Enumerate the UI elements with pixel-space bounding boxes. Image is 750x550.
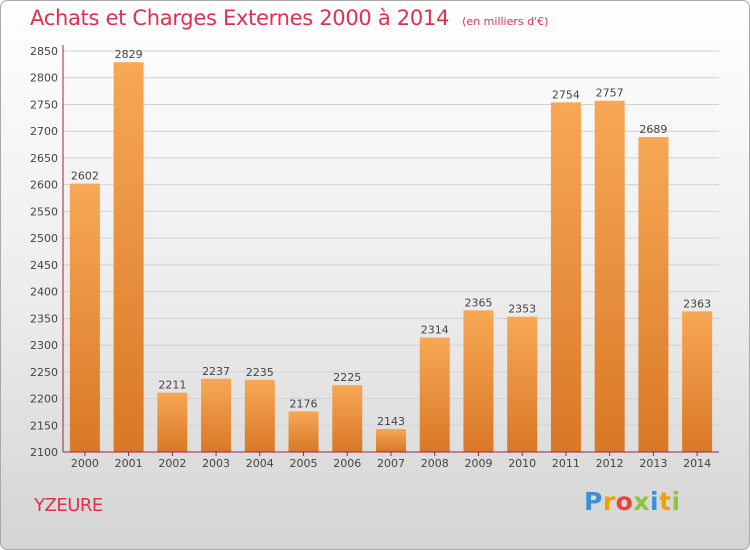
bar-2007	[376, 429, 406, 452]
y-tick-label: 2250	[30, 366, 58, 379]
city-label: YZEURE	[34, 495, 103, 516]
data-label: 2365	[464, 296, 492, 309]
logo-letter: t	[659, 487, 672, 516]
y-tick-label: 2300	[30, 339, 58, 352]
data-label: 2757	[596, 87, 624, 100]
x-tick-label: 2012	[596, 457, 624, 470]
y-tick-label: 2400	[30, 286, 58, 299]
data-label: 2211	[158, 379, 186, 392]
x-tick-label: 2008	[421, 457, 449, 470]
y-tick-label: 2700	[30, 125, 58, 138]
y-tick-label: 2150	[30, 419, 58, 432]
bar-2012	[594, 100, 625, 452]
labels: 2100 2150 2200 2250 2300 2350 2400 2450 2500 2550…	[30, 45, 711, 470]
data-label: 2353	[508, 303, 536, 316]
y-tick-label: 2600	[30, 179, 58, 192]
y-tick-label: 2500	[30, 232, 58, 245]
bar-2010	[507, 316, 538, 452]
bar-2005	[288, 411, 319, 452]
data-label: 2602	[71, 170, 99, 183]
y-tick-label: 2650	[30, 152, 58, 165]
logo-letter: r	[602, 487, 616, 516]
x-tick-label: 2007	[377, 457, 405, 470]
data-label: 2143	[377, 415, 405, 428]
y-tick-label: 2100	[30, 446, 58, 459]
y-tick-label: 2450	[30, 259, 58, 272]
data-label: 2363	[683, 297, 711, 310]
y-tick-label: 2550	[30, 205, 58, 218]
logo-letter: i	[650, 487, 660, 516]
logo-letter: o	[615, 487, 634, 516]
x-tick-label: 2006	[333, 457, 361, 470]
x-tick-label: 2003	[202, 457, 230, 470]
y-tick-label: 2200	[30, 393, 58, 406]
bar-2008	[419, 337, 450, 452]
bar-2002	[157, 392, 188, 452]
y-tick-label: 2850	[30, 45, 58, 58]
bar-2003	[201, 378, 232, 452]
x-tick-label: 2013	[639, 457, 667, 470]
proxiti-logo[interactable]: Proxiti	[584, 487, 681, 516]
x-tick-label: 2011	[552, 457, 580, 470]
data-label: 2689	[639, 123, 667, 136]
data-label: 2176	[290, 397, 318, 410]
bars	[69, 62, 713, 453]
bar-2000	[69, 183, 100, 452]
logo-letter: P	[584, 487, 603, 516]
data-label: 2237	[202, 365, 230, 378]
x-tick-label: 2001	[115, 457, 143, 470]
bar-2006	[332, 385, 363, 452]
x-tick-label: 2002	[158, 457, 186, 470]
y-tick-label: 2350	[30, 312, 58, 325]
bar-2013	[638, 137, 669, 452]
x-tick-label: 2014	[683, 457, 711, 470]
y-tick-label: 2750	[30, 98, 58, 111]
x-tick-label: 2005	[290, 457, 318, 470]
data-label: 2829	[115, 48, 143, 61]
bar-2001	[113, 62, 144, 453]
data-label: 2314	[421, 324, 449, 337]
x-tick-label: 2009	[464, 457, 492, 470]
x-tick-label: 2000	[71, 457, 99, 470]
bar-2014	[682, 311, 713, 452]
logo-letter: i	[671, 487, 681, 516]
bar-2009	[463, 310, 494, 452]
x-tick-label: 2004	[246, 457, 274, 470]
title-row: Achats et Charges Externes 2000 à 2014 (…	[30, 6, 548, 30]
x-tick-label: 2010	[508, 457, 536, 470]
bar-2011	[550, 102, 581, 452]
data-label: 2754	[552, 88, 580, 101]
axes	[62, 45, 719, 456]
logo-letter: x	[633, 487, 650, 516]
chart-title: Achats et Charges Externes 2000 à 2014	[30, 6, 450, 30]
chart-subtitle: (en milliers d'€)	[462, 15, 549, 28]
y-tick-label: 2800	[30, 72, 58, 85]
data-label: 2225	[333, 371, 361, 384]
data-label: 2235	[246, 366, 274, 379]
bar-2004	[244, 379, 275, 452]
